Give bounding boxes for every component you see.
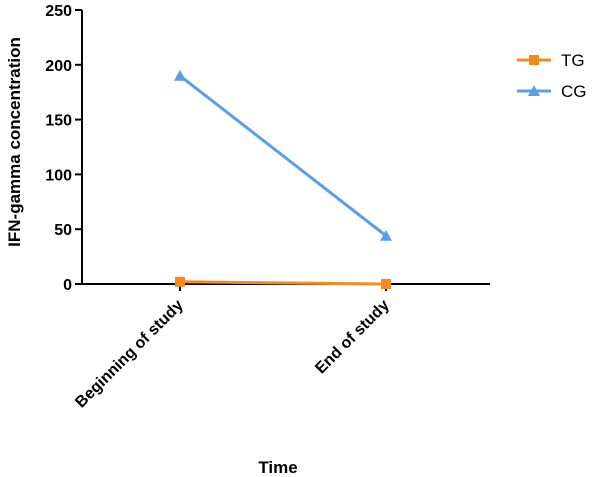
y-tick-label: 200 (45, 58, 72, 75)
data-point (381, 279, 391, 289)
y-tick-label: 250 (45, 3, 72, 20)
x-axis: Beginning of study End of study (72, 283, 490, 412)
data-point (380, 229, 392, 241)
y-axis: 0 50 100 150 200 250 (45, 3, 83, 294)
data-point (175, 276, 185, 287)
x-tick-label: End of study (312, 297, 393, 378)
legend-item-cg: CG (517, 82, 587, 101)
legend-label: TG (561, 51, 585, 70)
legend: TG CG (517, 51, 587, 101)
x-tick-label: Beginning of study (72, 297, 187, 412)
legend-marker (528, 85, 540, 96)
series-tg (175, 276, 391, 289)
series-line-tg (179, 280, 387, 286)
legend-marker (529, 55, 539, 65)
y-tick-label: 0 (63, 277, 72, 294)
series-line-cg (179, 74, 387, 237)
series-layer (174, 69, 392, 289)
y-tick-label: 150 (45, 113, 72, 130)
data-point (174, 69, 186, 81)
y-tick-label: 50 (54, 222, 72, 239)
y-axis-title: IFN-gamma concentration (5, 37, 24, 247)
y-tick-label: 100 (45, 167, 72, 184)
legend-item-tg: TG (517, 51, 585, 70)
series-cg (174, 69, 392, 241)
legend-label: CG (561, 82, 587, 101)
x-axis-title: Time (258, 458, 297, 477)
